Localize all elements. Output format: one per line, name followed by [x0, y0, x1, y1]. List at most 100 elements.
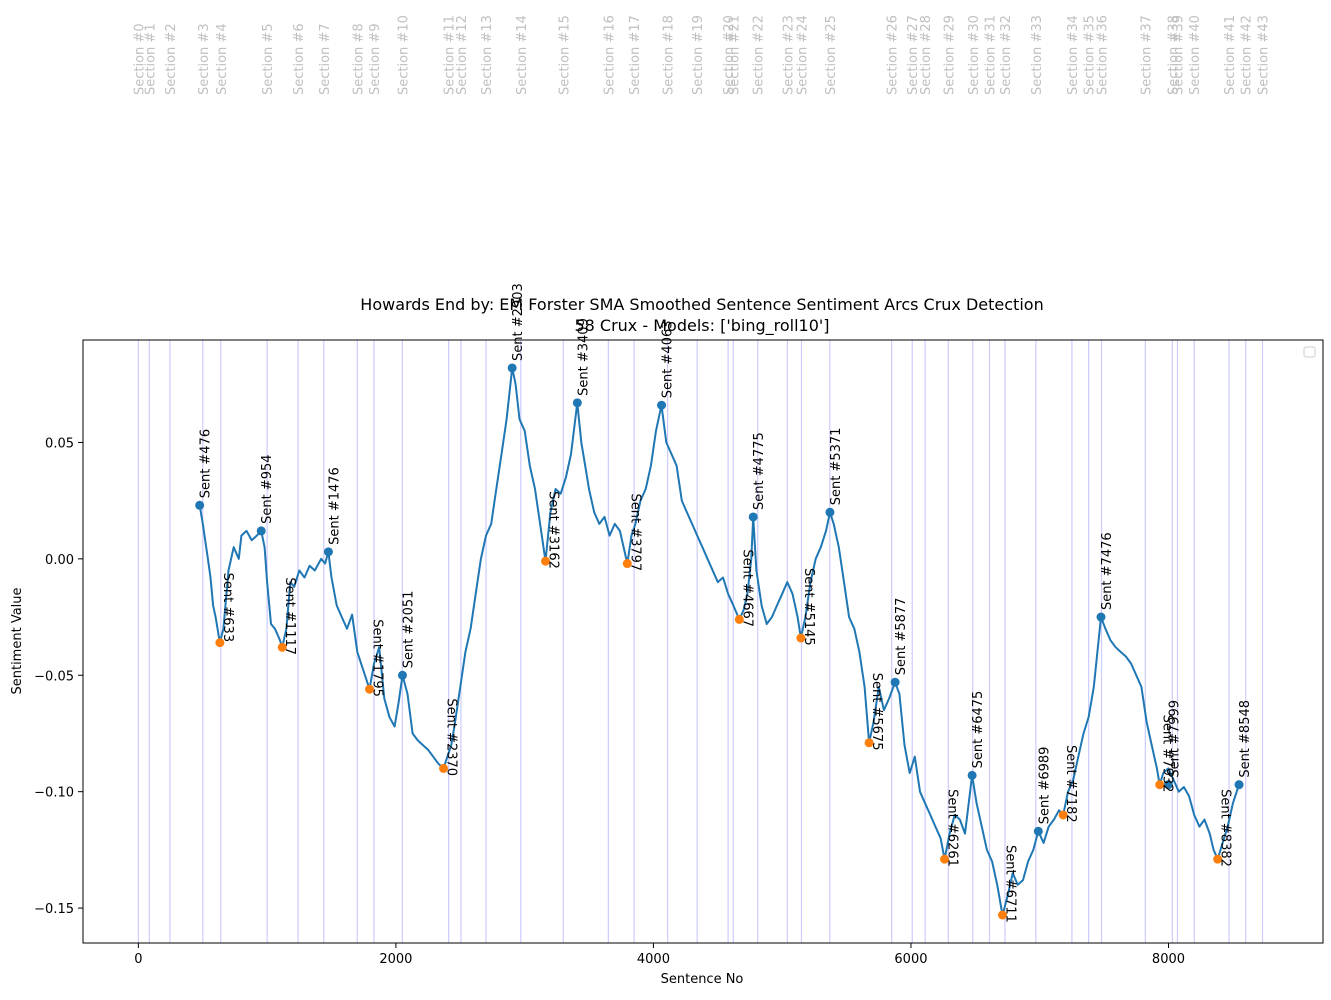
section-label: Section #37 — [1139, 15, 1154, 95]
sentiment-series-line — [198, 366, 1240, 917]
section-label: Section #2 — [164, 23, 179, 95]
crux-valley-label: Sent #6711 — [1003, 845, 1018, 923]
section-label: Section #30 — [967, 15, 982, 95]
crux-valley-label: Sent #3797 — [627, 494, 642, 572]
crux-peak-label: Sent #954 — [260, 454, 275, 523]
crux-valley-label: Sent #8382 — [1218, 789, 1233, 867]
crux-peak-marker — [397, 670, 407, 680]
crux-valley-marker — [796, 633, 806, 643]
section-label: Section #21 — [727, 15, 742, 95]
section-label: Section #43 — [1256, 15, 1271, 95]
crux-valley-label: Sent #4667 — [739, 549, 754, 627]
crux-valley-marker — [734, 614, 744, 624]
y-tick-label: 0.00 — [45, 553, 74, 568]
crux-peak-marker — [1033, 826, 1043, 836]
section-label: Section #24 — [796, 15, 811, 95]
section-label: Section #7 — [318, 23, 333, 95]
crux-peak-label: Sent #3409 — [576, 318, 591, 396]
crux-peak-marker — [572, 398, 582, 408]
crux-peak-label: Sent #476 — [199, 429, 214, 498]
x-tick-label: 2000 — [379, 952, 412, 967]
y-tick-label: −0.05 — [34, 669, 74, 684]
crux-valley-label: Sent #2370 — [444, 698, 459, 776]
crux-peak-label: Sent #4775 — [752, 432, 767, 510]
legend-box — [1303, 346, 1316, 358]
section-label: Section #42 — [1240, 15, 1255, 95]
crux-valley-label: Sent #5145 — [801, 568, 816, 646]
crux-peak-marker — [657, 400, 667, 410]
x-axis-label: Sentence No — [661, 972, 744, 987]
section-label: Section #15 — [557, 15, 572, 95]
crux-valley-label: Sent #1117 — [282, 577, 297, 655]
section-label: Section #29 — [942, 15, 957, 95]
axes: 0 2000 4000 6000 8000 −0.15 −0.10 −0.05 0.00 0.05 — [34, 436, 1185, 967]
section-label: Section #6 — [292, 23, 307, 95]
crux-peak-label: Sent #6475 — [971, 691, 986, 769]
crux-peak-label: Sent #2903 — [511, 283, 526, 361]
crux-peak-label: Sent #2051 — [401, 591, 416, 669]
crux-peak-label: Sent #4063 — [661, 320, 676, 398]
crux-valley-marker — [1213, 854, 1223, 864]
section-label: Section #28 — [919, 15, 934, 95]
y-tick-label: 0.05 — [45, 436, 74, 451]
crux-peak-label: Sent #5371 — [829, 428, 844, 506]
crux-peak-marker — [748, 512, 758, 522]
plot-frame — [82, 339, 1324, 944]
crux-peak-label: Sent #6989 — [1037, 747, 1052, 825]
crux-valley-marker — [277, 642, 287, 652]
section-label: Section #41 — [1223, 15, 1238, 95]
crux-peak-marker — [890, 677, 900, 687]
section-label: Section #4 — [215, 23, 230, 95]
section-label: Section #9 — [368, 23, 383, 95]
section-label: Section #13 — [480, 15, 495, 95]
plot-area: Sent #476 Sent #954 Sent #1476 Sent #2051 Se… — [195, 283, 1253, 923]
crux-peak-label: Sent #7476 — [1100, 532, 1115, 610]
x-tick-label: 6000 — [894, 952, 927, 967]
y-tick-label: −0.15 — [34, 902, 74, 917]
y-axis-label: Sentiment Value — [10, 587, 25, 694]
crux-peak-marker — [323, 547, 333, 557]
section-label: Section #0 — [132, 23, 147, 95]
section-label: Section #19 — [691, 15, 706, 95]
crux-valley-marker — [1058, 810, 1068, 820]
section-label: Section #38 — [1166, 15, 1181, 95]
crux-peak-marker — [825, 507, 835, 517]
section-label: Section #11 — [443, 15, 458, 95]
crux-valley-label: Sent #5675 — [869, 673, 884, 751]
y-tick-label: −0.10 — [34, 786, 74, 801]
x-tick-label: 4000 — [637, 952, 670, 967]
x-tick-label: 0 — [134, 952, 142, 967]
crux-valley-label: Sent #633 — [220, 573, 235, 642]
crux-valley-marker — [365, 684, 375, 694]
crux-valley-marker — [1155, 780, 1165, 790]
crux-peak-marker — [1096, 612, 1106, 622]
section-label: Section #35 — [1083, 15, 1098, 95]
section-label: Section #3 — [197, 23, 212, 95]
crux-valley-label: Sent #7182 — [1063, 745, 1078, 823]
section-label: Section #32 — [999, 15, 1014, 95]
crux-peak-marker — [256, 526, 266, 536]
crux-peak-marker — [1234, 780, 1244, 790]
section-label: Section #5 — [261, 23, 276, 95]
crux-valley-marker — [215, 638, 225, 648]
section-label: Section #34 — [1066, 15, 1081, 95]
crux-valley-marker — [998, 910, 1008, 920]
section-label: Section #40 — [1188, 15, 1203, 95]
section-label: Section #17 — [628, 15, 643, 95]
section-label: Section #33 — [1030, 15, 1045, 95]
section-label: Section #8 — [351, 23, 366, 95]
crux-valley-label: Sent #3162 — [546, 491, 561, 569]
section-label: Section #27 — [906, 15, 921, 95]
crux-valley-marker — [622, 559, 632, 569]
section-label: Section #20 — [722, 15, 737, 95]
section-label: Section #31 — [984, 15, 999, 95]
section-label: Section #39 — [1171, 15, 1186, 95]
section-label: Section #36 — [1096, 15, 1111, 95]
crux-peak-marker — [1163, 780, 1173, 790]
crux-peak-label: Sent #1476 — [327, 467, 342, 545]
crux-peak-label: Sent #7999 — [1167, 700, 1182, 778]
section-label: Section #22 — [752, 15, 767, 95]
